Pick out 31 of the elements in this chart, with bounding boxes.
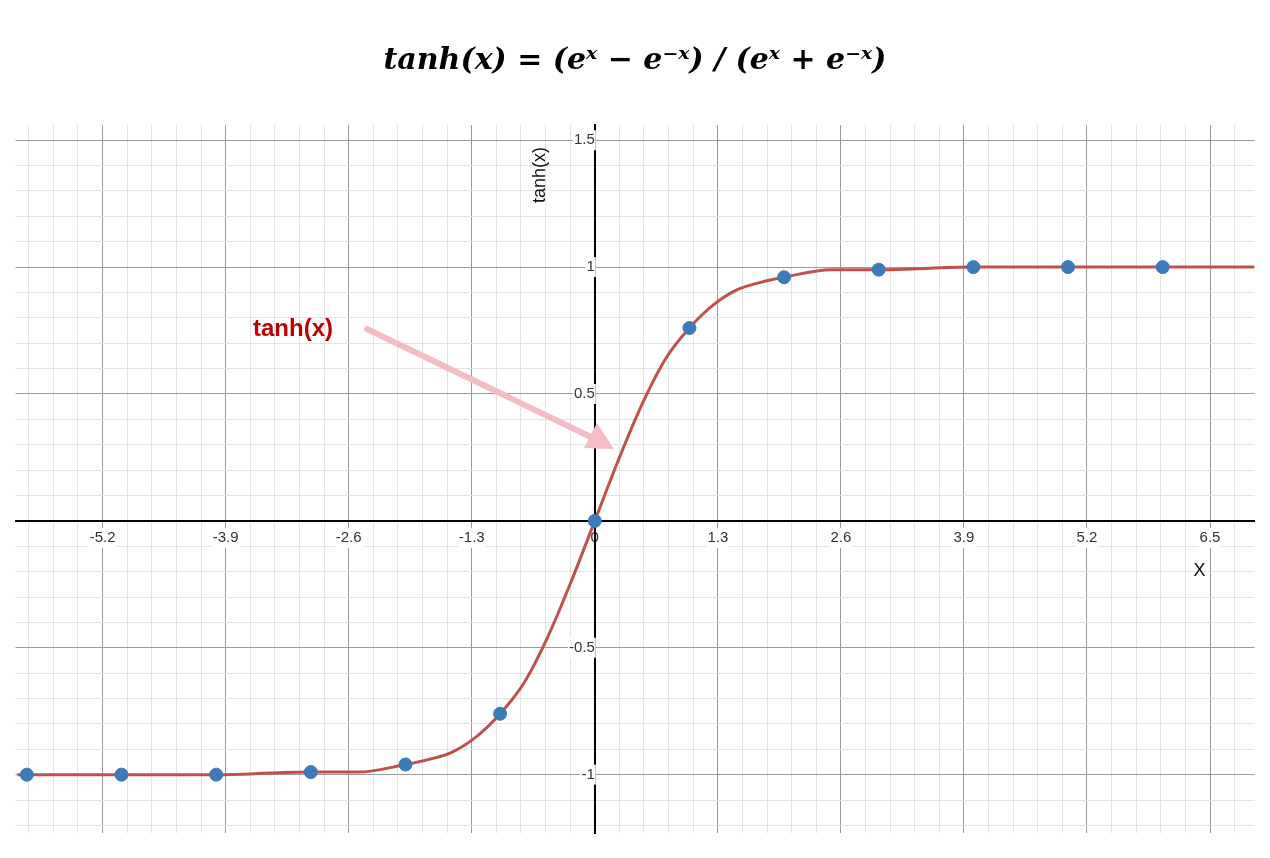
x-tick-label: 6.5 (1199, 528, 1221, 546)
x-tick-label: 3.9 (953, 528, 975, 546)
x-tick-label: -5.2 (89, 528, 116, 546)
y-tick-label: 1.5 (573, 130, 595, 148)
x-tick-label: -3.9 (212, 528, 239, 546)
point (114, 767, 129, 782)
point (209, 767, 224, 782)
x-tick-label: 5.2 (1076, 528, 1098, 546)
point (19, 767, 34, 782)
point (871, 262, 886, 277)
x-tick-label: -2.6 (335, 528, 362, 546)
y-tick-label: 1 (586, 257, 595, 275)
point (587, 513, 602, 528)
x-tick-label: 1.3 (707, 528, 729, 546)
annotation: tanh(x) (253, 314, 333, 342)
point (493, 706, 508, 721)
y-tick-label: -1 (581, 764, 595, 782)
x-axis-title: X (1193, 559, 1206, 580)
point (303, 765, 318, 780)
chart-title: tanh(x) = (eˣ − e⁻ˣ) / (eˣ + e⁻ˣ) (382, 39, 888, 78)
x-tick-label: 2.6 (830, 528, 852, 546)
y-axis-title: tanh(x) (528, 146, 549, 204)
point (777, 270, 792, 285)
y-tick-label: 0.5 (573, 384, 595, 402)
point (966, 260, 981, 275)
x-tick-label: -1.3 (458, 528, 485, 546)
point (1061, 260, 1076, 275)
point (682, 321, 697, 336)
point (1155, 260, 1170, 275)
point (398, 757, 413, 772)
y-tick-label: -0.5 (568, 637, 595, 655)
